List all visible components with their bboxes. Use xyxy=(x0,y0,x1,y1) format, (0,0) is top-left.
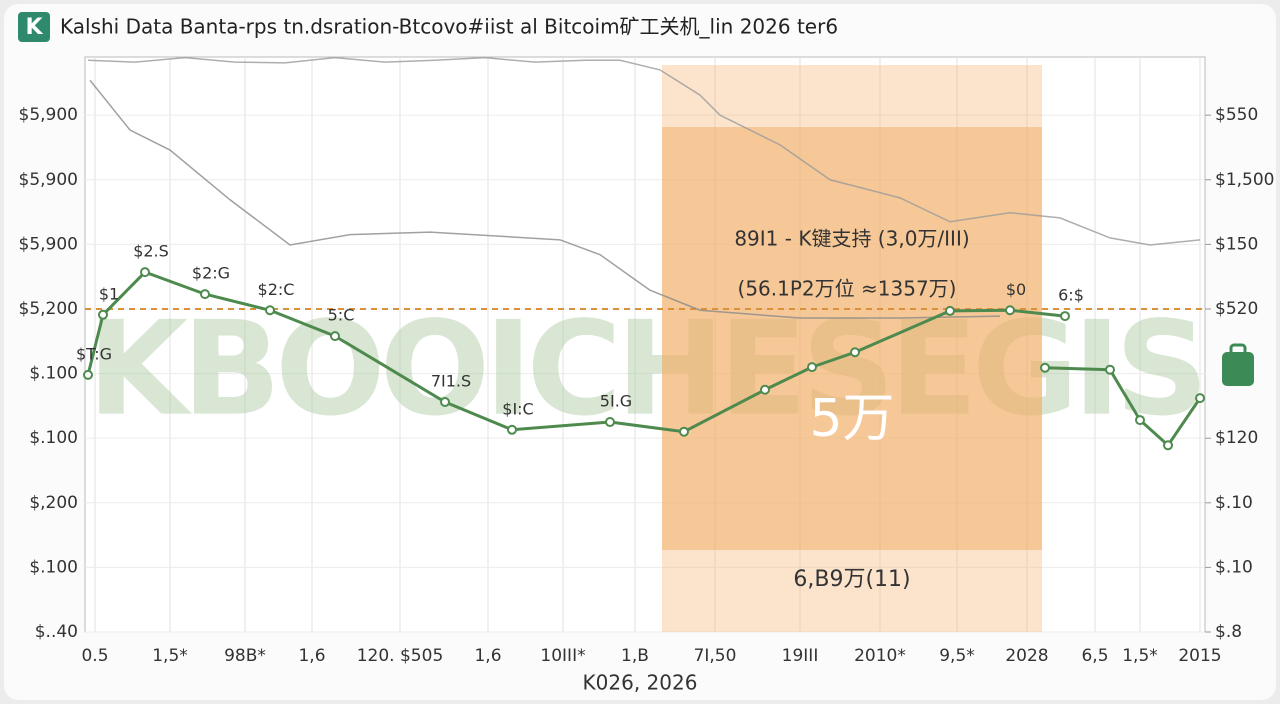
x-tick-label: 7I,50 xyxy=(694,646,737,666)
data-point xyxy=(807,362,817,373)
data-point xyxy=(265,305,275,316)
x-tick-label: 2010* xyxy=(854,646,906,666)
data-point xyxy=(1040,362,1050,373)
annotation: 5万 xyxy=(809,389,894,449)
data-point xyxy=(98,309,108,320)
x-tick-label: 1,5* xyxy=(1122,646,1158,666)
y2-tick-label: $550 xyxy=(1215,105,1258,125)
y-tick-label: $.100 xyxy=(29,364,78,384)
x-tick-label: 1,B xyxy=(621,646,649,666)
data-point xyxy=(605,417,615,428)
data-point xyxy=(1060,311,1070,322)
data-point xyxy=(1005,305,1015,316)
series-line xyxy=(87,56,1201,246)
y-tick-label: $..40 xyxy=(35,622,78,642)
data-point xyxy=(83,369,93,380)
data-point xyxy=(850,347,860,358)
y2-tick-label: $520 xyxy=(1215,299,1258,319)
annotation: 89I1 - K键支持 (3,0万/III) xyxy=(734,227,969,251)
data-point xyxy=(1105,364,1115,375)
chart-title: Kalshi Data Banta-rps tn.dsration-Btcovo… xyxy=(60,15,838,39)
y-tick-label: $.100 xyxy=(29,557,78,577)
y-tick-label: $5,200 xyxy=(19,299,78,319)
x-axis-label: K026, 2026 xyxy=(583,671,698,695)
data-point xyxy=(330,331,340,342)
y2-tick-label: $150 xyxy=(1215,234,1258,254)
x-tick-label: 2028 xyxy=(1005,646,1048,666)
annotation: (56.1P2万位 ≈1357万) xyxy=(738,277,957,301)
x-tick-label: 6,5 xyxy=(1081,646,1108,666)
data-label: $2:C xyxy=(258,280,295,299)
y2-tick-label: $120 xyxy=(1215,428,1258,448)
x-tick-label: 1,6 xyxy=(474,646,501,666)
series-line xyxy=(86,270,1066,434)
x-tick-label: 1,6 xyxy=(298,646,325,666)
data-point xyxy=(507,424,517,435)
data-label: 5I.G xyxy=(600,392,632,411)
y2-tick-label: $.8 xyxy=(1215,622,1242,642)
x-tick-label: 1,5* xyxy=(152,646,188,666)
data-label: 7I1.S xyxy=(431,372,471,391)
x-tick-label: 0.5 xyxy=(81,646,108,666)
data-label: 6:$ xyxy=(1058,286,1084,305)
highlight-core xyxy=(662,127,1042,550)
data-point xyxy=(1135,415,1145,426)
data-label: $2:G xyxy=(192,264,230,283)
data-point xyxy=(679,426,689,437)
y2-tick-label: $.10 xyxy=(1215,493,1253,513)
data-point xyxy=(1163,440,1173,451)
x-tick-label: 2015 xyxy=(1178,646,1221,666)
data-label: $0 xyxy=(1006,280,1026,299)
logo: K xyxy=(25,15,43,40)
data-point xyxy=(140,267,150,278)
y-tick-label: $5,900 xyxy=(19,234,78,254)
logo-box xyxy=(18,12,50,42)
y-tick-label: $.100 xyxy=(29,428,78,448)
data-point xyxy=(945,305,955,316)
y2-tick-label: $.10 xyxy=(1215,557,1253,577)
icon xyxy=(1222,343,1254,386)
data-point xyxy=(440,397,450,407)
annotation: 6,B9万(11) xyxy=(793,567,910,592)
y-tick-label: $5,900 xyxy=(19,105,78,125)
data-point xyxy=(1195,393,1205,404)
series-line xyxy=(89,79,1001,319)
data-point xyxy=(200,289,210,300)
data-label: $T:G xyxy=(76,344,112,363)
data-label: $2.S xyxy=(133,242,169,261)
data-label: 5:C xyxy=(328,306,355,325)
data-point xyxy=(760,384,770,395)
y2-tick-label: $1,500 xyxy=(1215,170,1274,190)
x-tick-label: 98B* xyxy=(224,646,266,666)
x-tick-label: 9,5* xyxy=(939,646,975,666)
data-label: $I:C xyxy=(502,399,533,418)
data-label: $1 xyxy=(99,284,119,303)
plot: 0.5 1,5* 98B* 1,6 120. $505 1,6 10III* 1,B 7I,50… xyxy=(19,56,1274,666)
y-tick-label: $,200 xyxy=(29,493,78,513)
x-tick-label: 19III xyxy=(782,646,819,666)
x-tick-label: 120. $505 xyxy=(357,646,444,666)
y-tick-label: $5,900 xyxy=(19,170,78,190)
x-tick-label: 10III* xyxy=(540,646,585,666)
